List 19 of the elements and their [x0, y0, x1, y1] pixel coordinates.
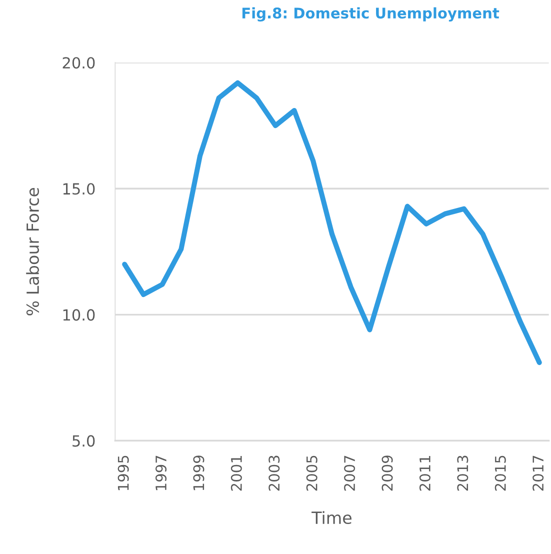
x-tick-label: 1999 — [193, 456, 204, 490]
x-tick-label: 2007 — [344, 456, 356, 491]
y-tick-label: 10.0 — [63, 309, 95, 321]
x-tick-label: 2011 — [419, 456, 430, 491]
x-tick-label: 1997 — [155, 456, 167, 490]
x-tick-label: 2009 — [382, 456, 393, 491]
x-axis-title: Time — [312, 511, 352, 524]
x-tick-label: 2003 — [268, 456, 280, 491]
x-tick-label: 2005 — [306, 456, 318, 491]
y-tick-label: 20.0 — [62, 57, 95, 69]
x-tick-label: 2013 — [457, 456, 468, 491]
y-tick-label: 5.0 — [72, 435, 95, 447]
y-tick-label: 15.0 — [63, 183, 95, 195]
x-tick-label: 2017 — [532, 456, 544, 491]
x-tick-label: 2015 — [494, 456, 506, 491]
y-axis-title: % Labour Force — [26, 188, 40, 316]
chart-title: Fig.8: Domestic Unemployment — [242, 7, 500, 22]
x-tick-label: 1995 — [118, 456, 129, 490]
x-tick-label: 2001 — [230, 456, 242, 491]
